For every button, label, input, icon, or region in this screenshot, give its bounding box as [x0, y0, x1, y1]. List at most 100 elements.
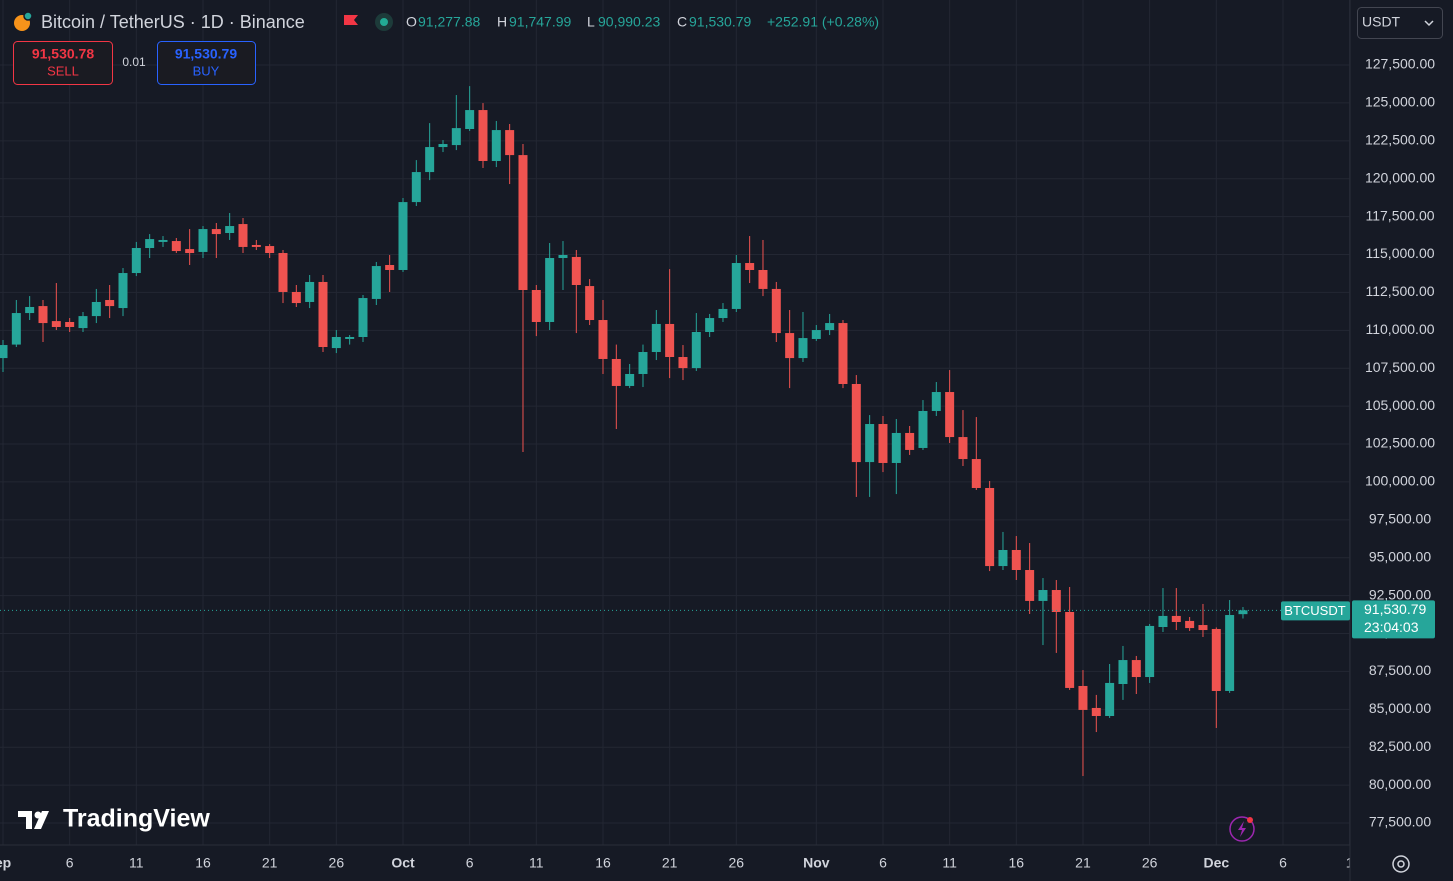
x-tick-label: 26: [329, 855, 345, 871]
candle-body: [825, 323, 835, 331]
candle-body: [185, 249, 195, 254]
y-tick-label: 122,500.00: [1365, 132, 1435, 148]
candle-body: [171, 241, 181, 252]
candle-body: [931, 392, 941, 411]
candle-body: [105, 300, 115, 307]
candle-body: [398, 202, 408, 270]
candle-body: [51, 321, 61, 327]
flag-icon[interactable]: [344, 15, 358, 25]
candle-body: [878, 424, 888, 463]
lightning-button[interactable]: [1229, 816, 1255, 842]
symbol-title[interactable]: Bitcoin / TetherUS · 1D · Binance: [41, 12, 305, 32]
candle-body: [145, 239, 155, 249]
x-tick-label: 26: [1142, 855, 1158, 871]
candle-body: [718, 308, 728, 319]
x-tick-label: 11: [129, 855, 144, 871]
candle-body: [158, 239, 168, 242]
ohlc-label: O: [406, 14, 417, 30]
candle-body: [665, 323, 675, 358]
candle-body: [1025, 570, 1035, 601]
symbol-tag-label: BTCUSDT: [1284, 603, 1345, 618]
candle-body: [1211, 628, 1221, 691]
x-tick-label: 6: [879, 855, 887, 871]
y-tick-label: 107,500.00: [1365, 359, 1435, 375]
countdown: 23:04:03: [1364, 619, 1419, 635]
y-tick-label: 102,500.00: [1365, 435, 1435, 451]
y-tick-label: 82,500.00: [1369, 738, 1431, 754]
buy-label: BUY: [193, 63, 220, 78]
y-tick-label: 85,000.00: [1369, 700, 1431, 716]
y-tick-label: 100,000.00: [1365, 473, 1435, 489]
candle-body: [38, 306, 48, 324]
candle-body: [345, 336, 355, 339]
x-tick-label: 6: [466, 855, 474, 871]
lightning-icon: [1238, 821, 1246, 837]
x-tick-label: ep: [0, 855, 11, 871]
candle-body: [678, 357, 688, 369]
x-tick-label: 21: [662, 855, 678, 871]
candle-body: [971, 459, 981, 488]
settings-button[interactable]: [1392, 855, 1410, 873]
candle-body: [238, 224, 248, 247]
candle-body: [305, 281, 315, 302]
change: +252.91 (+0.28%): [767, 14, 879, 30]
candle-body: [758, 269, 768, 289]
candle-body: [78, 316, 88, 329]
sell-label: SELL: [47, 63, 79, 78]
candle-body: [1238, 610, 1248, 615]
quantity[interactable]: 0.01: [122, 55, 146, 69]
candle-body: [411, 172, 421, 203]
ohlc-label: C: [677, 14, 687, 30]
candle-body: [891, 432, 901, 463]
y-tick-label: 112,500.00: [1365, 283, 1434, 299]
settings-icon: [1397, 860, 1405, 868]
x-tick-label: 6: [66, 855, 74, 871]
candle-body: [918, 410, 928, 448]
candle-body: [1091, 707, 1101, 716]
sell-button[interactable]: [13, 41, 113, 85]
candle-body: [425, 147, 435, 173]
candle-body: [478, 110, 488, 161]
buy-button[interactable]: [157, 41, 256, 85]
y-tick-label: 117,500.00: [1365, 207, 1434, 223]
buy-price: 91,530.79: [175, 46, 237, 62]
ohlc-value: 91,277.88: [418, 14, 480, 30]
candle-body: [1065, 611, 1075, 688]
candle-body: [865, 424, 875, 463]
candle-body: [318, 281, 328, 348]
x-tick-label: 16: [195, 855, 211, 871]
ohlc-value: 91,530.79: [689, 14, 751, 30]
candle-body: [371, 266, 381, 299]
candle-body: [1011, 549, 1021, 571]
y-tick-label: 97,500.00: [1369, 511, 1431, 527]
currency-label: USDT: [1362, 14, 1401, 30]
candle-body: [451, 128, 461, 146]
y-tick-label: 95,000.00: [1369, 548, 1431, 564]
price-tag: [1352, 600, 1435, 639]
candle-body: [571, 256, 581, 286]
candle-body: [0, 345, 8, 359]
ohlc-label: L: [587, 14, 595, 30]
symbol-tag: [1281, 601, 1350, 621]
candle-body: [638, 352, 648, 374]
candle-body: [438, 144, 448, 148]
candle-body: [811, 330, 821, 339]
ohlc-value: 90,990.23: [598, 14, 660, 30]
candle-body: [1185, 620, 1195, 629]
candle-body: [1145, 625, 1155, 678]
sell-price: 91,530.78: [32, 46, 94, 62]
candle-body: [1038, 590, 1048, 601]
candle-body: [1118, 660, 1128, 685]
currency-select[interactable]: [1357, 7, 1443, 39]
candle-body: [611, 358, 621, 386]
candle-body: [945, 392, 955, 438]
candle-body: [531, 290, 541, 322]
ohlc-label: H: [497, 14, 507, 30]
candle-body: [731, 263, 741, 309]
price-tag-label: 91,530.79: [1364, 601, 1426, 617]
candle-body: [1078, 685, 1088, 710]
candle-body: [65, 321, 75, 327]
candle-body: [505, 130, 515, 156]
candle-body: [798, 338, 808, 359]
